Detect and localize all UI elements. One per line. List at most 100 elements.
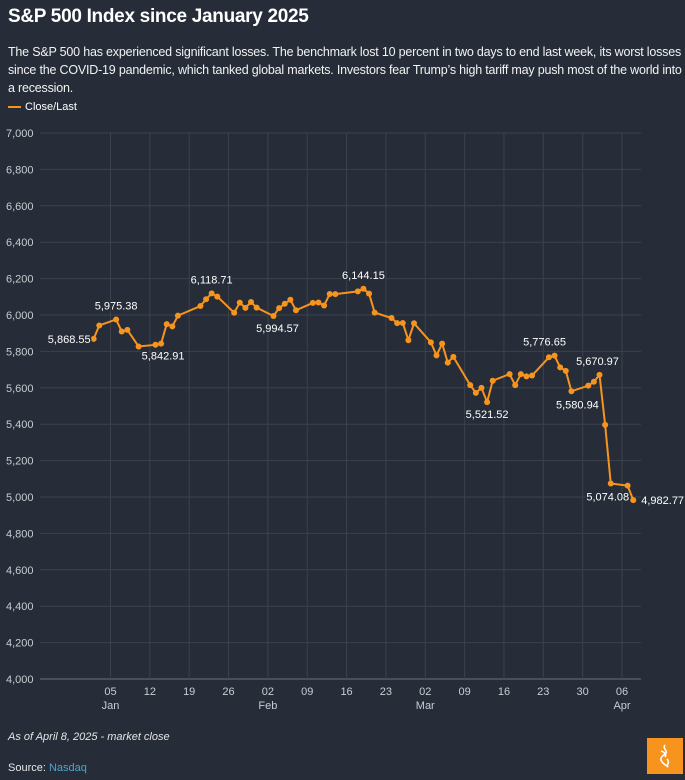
chart-subtitle: The S&P 500 has experienced significant … <box>8 45 682 95</box>
x-tick-label: 06 <box>616 686 628 698</box>
data-label: 5,074.08 <box>586 492 629 504</box>
data-point <box>135 343 142 350</box>
data-point <box>366 290 373 297</box>
data-label: 5,580.94 <box>556 399 599 411</box>
data-point <box>287 296 294 303</box>
x-month-label: Feb <box>258 700 277 712</box>
legend: Close/Last <box>8 101 77 113</box>
x-tick-label: 12 <box>144 686 156 698</box>
data-point <box>562 367 569 374</box>
data-point <box>529 372 536 379</box>
data-label: 6,118.71 <box>191 274 233 286</box>
x-tick-label: 02 <box>262 686 274 698</box>
data-point <box>118 328 125 335</box>
data-point <box>433 352 440 359</box>
data-point <box>399 319 406 326</box>
data-point <box>158 340 165 347</box>
data-point <box>484 399 491 406</box>
data-point <box>276 305 283 312</box>
data-point <box>444 359 451 366</box>
data-point <box>512 382 519 389</box>
data-point <box>163 321 170 328</box>
y-tick-label: 6,400 <box>6 237 34 249</box>
data-point <box>281 300 288 307</box>
data-point <box>467 382 474 389</box>
data-point <box>405 337 412 344</box>
data-point <box>478 384 485 391</box>
data-point <box>624 482 631 489</box>
x-tick-label: 16 <box>498 686 510 698</box>
data-point <box>489 377 496 384</box>
data-point <box>242 304 249 311</box>
x-tick-label: 26 <box>222 686 234 698</box>
y-tick-label: 5,800 <box>6 346 34 358</box>
source: Source: Nasdaq <box>8 762 87 774</box>
data-point <box>270 312 277 319</box>
data-point <box>96 322 103 329</box>
y-tick-label: 6,600 <box>6 201 34 213</box>
x-tick-label: 23 <box>537 686 549 698</box>
data-point <box>472 389 479 396</box>
data-point <box>124 326 131 333</box>
data-point <box>321 302 328 309</box>
x-tick-label: 09 <box>301 686 313 698</box>
data-point <box>551 352 558 359</box>
data-point <box>427 339 434 346</box>
data-point <box>248 299 255 306</box>
data-point <box>174 312 181 319</box>
data-point <box>630 497 637 504</box>
data-point <box>523 373 530 380</box>
data-point <box>545 354 552 361</box>
x-tick-label: 23 <box>380 686 392 698</box>
x-tick-label: 16 <box>340 686 352 698</box>
data-point <box>439 340 446 347</box>
data-point <box>214 293 221 300</box>
data-point <box>169 323 176 330</box>
data-label: 5,842.91 <box>142 351 185 363</box>
data-point <box>292 307 299 314</box>
source-label: Source: <box>8 762 46 774</box>
data-point <box>253 304 260 311</box>
y-tick-label: 6,800 <box>6 164 34 176</box>
source-link[interactable]: Nasdaq <box>48 762 87 774</box>
legend-label: Close/Last <box>25 101 77 113</box>
data-point <box>388 315 395 322</box>
y-tick-label: 4,400 <box>6 601 34 613</box>
y-tick-label: 5,000 <box>6 492 34 504</box>
y-tick-label: 4,800 <box>6 528 34 540</box>
series-line <box>92 287 635 501</box>
x-tick-label: 02 <box>419 686 431 698</box>
data-point <box>602 421 609 428</box>
data-label: 5,521.52 <box>466 409 509 421</box>
data-point <box>231 309 238 316</box>
data-label: 5,975.38 <box>95 300 138 312</box>
footnote: As of April 8, 2025 - market close <box>8 731 170 743</box>
y-tick-label: 4,000 <box>6 674 34 686</box>
x-month-label: Mar <box>416 700 435 712</box>
data-point <box>394 320 401 327</box>
legend-swatch <box>8 106 21 108</box>
y-tick-label: 5,400 <box>6 419 34 431</box>
line-chart: 4,000 4,200 4,400 4,600 4,800 5,000 5,200 5,400… <box>6 128 685 712</box>
data-point <box>371 309 378 316</box>
data-point <box>568 388 575 395</box>
data-point <box>326 291 333 298</box>
data-point <box>411 320 418 327</box>
y-tick-label: 5,200 <box>6 456 34 468</box>
x-month-label: Apr <box>613 700 630 712</box>
y-tick-label: 5,600 <box>6 383 34 395</box>
x-tick-label: 30 <box>577 686 589 698</box>
data-label: 5,670.97 <box>576 356 619 368</box>
data-point <box>354 288 361 295</box>
x-tick-label: 19 <box>183 686 195 698</box>
data-point <box>236 299 243 306</box>
data-point <box>596 371 603 378</box>
data-label: 5,994.57 <box>256 323 299 335</box>
x-tick-label: 09 <box>458 686 470 698</box>
y-tick-label: 6,000 <box>6 310 34 322</box>
data-point <box>309 299 316 306</box>
data-point <box>208 290 215 297</box>
y-tick-label: 4,200 <box>6 638 34 650</box>
data-point <box>557 364 564 371</box>
x-month-label: Jan <box>102 700 120 712</box>
